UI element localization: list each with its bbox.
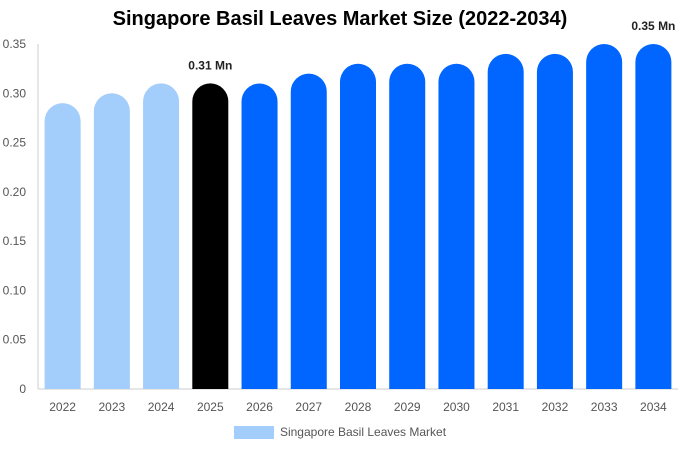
x-tick-label: 2033 [591, 400, 618, 414]
bar-2026[interactable] [241, 83, 278, 389]
legend-swatch [233, 425, 274, 439]
x-tick-label: 2032 [542, 400, 569, 414]
bar-2024[interactable] [143, 83, 180, 389]
y-tick-label: 0.15 [3, 234, 27, 248]
bar-2028[interactable] [340, 63, 376, 389]
bar-2023[interactable] [93, 93, 130, 390]
bar-2029[interactable] [389, 63, 426, 389]
bar-2034[interactable] [635, 44, 672, 389]
x-axis-ticks: 2022 2023 2024 2025 2026 2027 2028 2029 2030 2031… [49, 400, 667, 414]
y-tick-label: 0.05 [3, 333, 27, 347]
bar-2031[interactable] [487, 53, 524, 389]
data-labels-group: 0.31 Mn 0.35 Mn [188, 19, 675, 72]
data-label-2025: 0.31 Mn [188, 58, 232, 72]
bar-2027[interactable] [290, 73, 327, 389]
bar-2033[interactable] [586, 44, 623, 389]
x-tick-label: 2026 [246, 400, 273, 414]
legend-label: Singapore Basil Leaves Market [279, 425, 447, 439]
x-tick-label: 2024 [148, 400, 175, 414]
y-tick-label: 0.10 [3, 283, 27, 297]
y-tick-label: 0.20 [3, 185, 27, 199]
bar-2030[interactable] [438, 63, 475, 389]
y-tick-label: 0.25 [3, 136, 27, 150]
y-tick-label: 0.30 [3, 86, 27, 100]
bars-group [44, 44, 672, 390]
chart-title: Singapore Basil Leaves Market Size (2022… [112, 8, 568, 30]
y-axis-ticks: 0 0.05 0.10 0.15 0.20 0.25 0.30 0.35 [3, 37, 27, 396]
x-tick-label: 2034 [640, 400, 667, 414]
x-tick-label: 2022 [49, 400, 76, 414]
x-tick-label: 2031 [492, 400, 519, 414]
x-tick-label: 2029 [394, 400, 421, 414]
bar-2032[interactable] [536, 53, 573, 389]
bar-2025[interactable] [192, 83, 229, 389]
x-tick-label: 2025 [197, 400, 224, 414]
x-tick-label: 2023 [98, 400, 125, 414]
y-tick-label: 0 [19, 382, 26, 396]
data-label-2034: 0.35 Mn [631, 19, 675, 33]
bar-2022[interactable] [44, 103, 81, 389]
x-tick-label: 2028 [345, 400, 372, 414]
legend[interactable]: Singapore Basil Leaves Market [0, 425, 680, 439]
x-tick-label: 2027 [295, 400, 322, 414]
x-tick-label: 2030 [443, 400, 470, 414]
y-tick-label: 0.35 [3, 37, 27, 51]
